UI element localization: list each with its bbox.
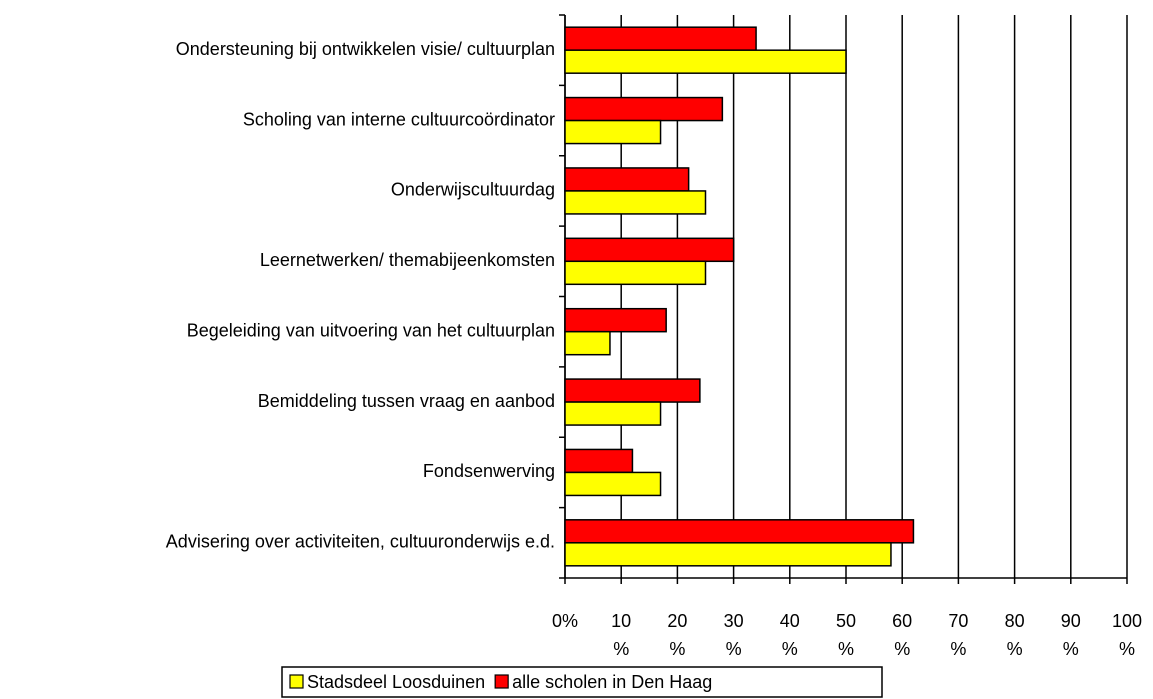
y-tick-label: Begeleiding van uitvoering van het cultu… (187, 320, 555, 340)
bar (564, 96, 724, 122)
bar (564, 307, 667, 333)
y-tick-label: Ondersteuning bij ontwikkelen visie/ cul… (176, 39, 555, 59)
y-tick-label: Advisering over activiteiten, cultuurond… (166, 532, 555, 552)
y-tick-label: Onderwijscultuurdag (391, 180, 555, 200)
x-tick-label: 30% (724, 611, 744, 659)
legend-swatch (289, 674, 304, 689)
bar (564, 237, 735, 263)
bar (564, 471, 662, 497)
bar (564, 26, 757, 51)
x-tick-label: 70% (948, 611, 968, 659)
bar (564, 401, 662, 426)
bar (564, 49, 847, 74)
legend: Stadsdeel Loosduinen alle scholen in Den … (281, 666, 883, 698)
bar (564, 448, 634, 474)
legend-label: Stadsdeel Loosduinen (307, 672, 485, 692)
y-tick-label: Leernetwerken/ themabijeenkomsten (260, 250, 555, 270)
bar (564, 190, 707, 215)
bar (564, 519, 915, 544)
bar (564, 330, 611, 356)
bar (564, 167, 690, 192)
x-tick-label: 10% (611, 611, 631, 659)
y-tick-label: Scholing van interne cultuurcoördinator (243, 109, 555, 129)
x-tick-label: 90% (1061, 611, 1081, 659)
legend-label: alle scholen in Den Haag (512, 672, 712, 692)
y-tick-label: Bemiddeling tussen vraag en aanbod (258, 391, 555, 411)
bar (564, 542, 892, 567)
bar (564, 378, 701, 403)
x-tick-label: 40% (780, 611, 800, 659)
legend-box (281, 666, 883, 698)
bar (564, 260, 707, 286)
x-tick-label: 50% (836, 611, 856, 659)
bar (564, 119, 662, 145)
x-tick-label: 20% (667, 611, 687, 659)
x-tick-label: 100% (1112, 611, 1142, 659)
legend-swatch (494, 674, 509, 689)
x-tick-label: 80% (1005, 611, 1025, 659)
y-tick-label: Fondsenwerving (423, 461, 555, 481)
x-tick-label: 60% (892, 611, 912, 659)
x-tick-label: 0% (552, 611, 578, 631)
